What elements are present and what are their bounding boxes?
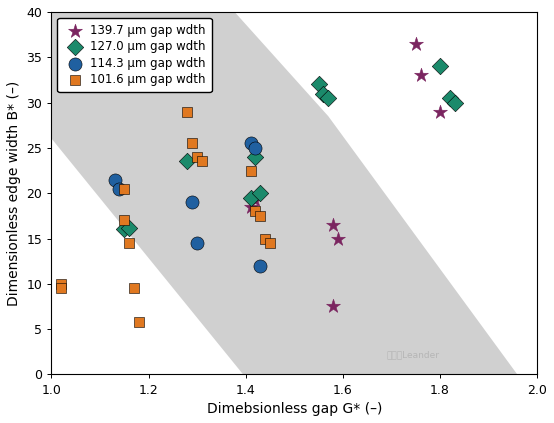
139.7 μm gap wdth bbox=[334, 235, 342, 242]
101.6 μm gap wdth bbox=[188, 140, 197, 147]
101.6 μm gap wdth bbox=[256, 212, 265, 219]
127.0 μm gap wdth bbox=[246, 194, 255, 201]
114.3 μm gap wdth bbox=[256, 262, 265, 269]
114.3 μm gap wdth bbox=[193, 240, 202, 247]
127.0 μm gap wdth bbox=[183, 158, 192, 165]
127.0 μm gap wdth bbox=[314, 81, 323, 88]
139.7 μm gap wdth bbox=[251, 197, 260, 204]
114.3 μm gap wdth bbox=[246, 140, 255, 147]
127.0 μm gap wdth bbox=[319, 90, 328, 97]
101.6 μm gap wdth bbox=[130, 285, 138, 292]
101.6 μm gap wdth bbox=[198, 158, 207, 165]
127.0 μm gap wdth bbox=[450, 99, 459, 106]
114.3 μm gap wdth bbox=[110, 176, 119, 183]
101.6 μm gap wdth bbox=[193, 154, 202, 160]
101.6 μm gap wdth bbox=[57, 285, 65, 292]
139.7 μm gap wdth bbox=[246, 203, 255, 210]
101.6 μm gap wdth bbox=[57, 280, 65, 287]
127.0 μm gap wdth bbox=[435, 63, 444, 70]
114.3 μm gap wdth bbox=[115, 185, 124, 192]
101.6 μm gap wdth bbox=[135, 319, 143, 325]
X-axis label: Dimebsionless gap G* (–): Dimebsionless gap G* (–) bbox=[207, 402, 382, 416]
Text: 新能源Leander: 新能源Leander bbox=[387, 350, 440, 359]
101.6 μm gap wdth bbox=[246, 167, 255, 174]
101.6 μm gap wdth bbox=[261, 235, 270, 242]
114.3 μm gap wdth bbox=[251, 145, 260, 151]
127.0 μm gap wdth bbox=[324, 95, 333, 102]
114.3 μm gap wdth bbox=[188, 199, 197, 206]
127.0 μm gap wdth bbox=[120, 226, 129, 233]
101.6 μm gap wdth bbox=[120, 185, 129, 192]
101.6 μm gap wdth bbox=[125, 240, 134, 247]
127.0 μm gap wdth bbox=[251, 154, 260, 160]
127.0 μm gap wdth bbox=[125, 224, 134, 231]
127.0 μm gap wdth bbox=[445, 95, 454, 102]
Y-axis label: Dimensionless edge width B* (–): Dimensionless edge width B* (–) bbox=[7, 81, 21, 306]
101.6 μm gap wdth bbox=[251, 208, 260, 215]
139.7 μm gap wdth bbox=[329, 222, 337, 228]
Legend: 139.7 μm gap wdth, 127.0 μm gap wdth, 114.3 μm gap wdth, 101.6 μm gap wdth: 139.7 μm gap wdth, 127.0 μm gap wdth, 11… bbox=[57, 18, 212, 92]
127.0 μm gap wdth bbox=[256, 190, 265, 197]
101.6 μm gap wdth bbox=[120, 217, 129, 224]
139.7 μm gap wdth bbox=[329, 303, 337, 310]
101.6 μm gap wdth bbox=[183, 108, 192, 115]
101.6 μm gap wdth bbox=[265, 240, 274, 247]
139.7 μm gap wdth bbox=[411, 40, 420, 47]
139.7 μm gap wdth bbox=[416, 72, 425, 79]
139.7 μm gap wdth bbox=[435, 108, 444, 115]
